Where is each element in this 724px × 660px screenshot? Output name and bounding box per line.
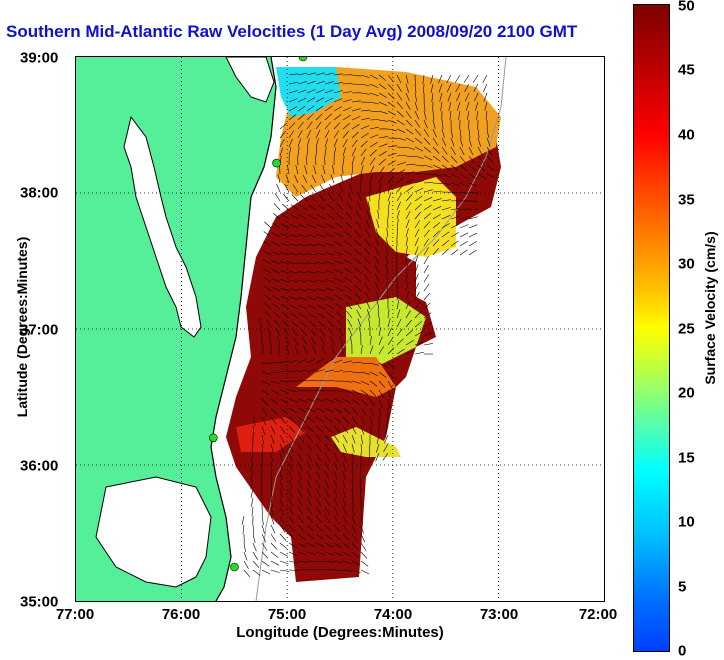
x-tick-label: 77:00 [56, 606, 94, 623]
velocity-vector [424, 343, 433, 345]
velocity-vector [253, 543, 256, 551]
colorbar-tick-label: 25 [678, 321, 695, 338]
velocity-vector [271, 525, 275, 533]
y-tick-label: 35:00 [20, 594, 58, 611]
colorbar-tick-label: 20 [678, 385, 695, 402]
colorbar-tick-label: 40 [678, 127, 695, 144]
velocity-vector [451, 250, 458, 256]
colorbar-tick-label: 50 [678, 0, 695, 15]
velocity-vector [271, 570, 280, 573]
velocity-vector [271, 543, 277, 550]
velocity-vector [424, 274, 429, 282]
velocity-vector [283, 194, 289, 201]
velocity-vector [262, 561, 269, 566]
velocity-vector [244, 552, 247, 561]
velocity-vector [361, 561, 368, 566]
velocity-vector [415, 352, 424, 354]
map-title: Southern Mid-Atlantic Raw Velocities (1 … [6, 22, 577, 42]
velocity-vector [424, 284, 429, 291]
x-tick-label: 73:00 [480, 606, 518, 623]
velocity-vector [460, 233, 468, 237]
velocity-vector [253, 534, 255, 543]
velocity-vector [473, 75, 478, 83]
velocity-vector [280, 534, 286, 541]
x-tick-label: 76:00 [162, 606, 200, 623]
colorbar-tick-label: 0 [678, 643, 686, 660]
x-tick-label: 74:00 [374, 606, 412, 623]
velocity-vector [464, 75, 469, 83]
velocity-vector [483, 75, 487, 83]
title-clip: Southern Mid-Atlantic Raw Velocities (1 … [0, 0, 634, 50]
velocity-vector [244, 570, 250, 577]
velocity-vector [469, 241, 477, 246]
velocity-vector [280, 552, 288, 556]
velocity-vector [262, 552, 268, 559]
velocity-vector [271, 552, 278, 558]
colorbar-tick-label: 45 [678, 62, 695, 79]
hf-radar-station-marker [299, 57, 307, 61]
velocity-vector [469, 225, 477, 228]
velocity-vector [253, 525, 254, 534]
velocity-vector [276, 184, 280, 192]
velocity-vector [280, 543, 287, 549]
velocity-vector [424, 293, 430, 300]
velocity-vector [483, 84, 487, 92]
velocity-vector [424, 265, 429, 273]
colorbar-label: Surface Velocity (cm/s) [702, 178, 718, 438]
velocity-vector [271, 534, 276, 542]
velocity-vector [262, 525, 265, 534]
velocity-vector [275, 193, 280, 201]
velocity-vector [469, 250, 477, 255]
velocity-vector [271, 561, 279, 565]
hf-radar-station-marker [209, 434, 217, 442]
velocity-vector [244, 561, 249, 569]
velocity-vector [460, 241, 468, 246]
map-panel [75, 56, 605, 602]
velocity-vector [251, 489, 253, 498]
velocity-vector [455, 75, 460, 83]
colorbar-tick-label: 15 [678, 450, 695, 467]
hf-radar-station-marker [230, 563, 238, 571]
velocity-vector [264, 222, 271, 228]
velocity-vector [253, 552, 258, 560]
velocity-vector [361, 552, 367, 559]
velocity-vector [253, 561, 259, 568]
velocity-vector [251, 498, 253, 507]
velocity-vector [262, 516, 264, 525]
velocity-vector [262, 570, 270, 574]
velocity-vector [242, 516, 244, 525]
velocity-vector [424, 256, 429, 264]
colorbar-tick-label: 10 [678, 514, 695, 531]
velocity-vector [280, 570, 289, 571]
velocity-vector [253, 570, 260, 576]
hf-radar-station-marker [273, 159, 281, 167]
x-tick-label: 72:00 [579, 606, 617, 623]
map-canvas [76, 57, 604, 601]
colorbar-tick-label: 5 [678, 579, 686, 596]
velocity-vector [243, 525, 244, 534]
x-axis-label: Longitude (Degrees:Minutes) [236, 624, 444, 641]
y-axis-label: Latitude (Degrees:Minutes) [14, 207, 30, 447]
colorbar-tick-label: 35 [678, 192, 695, 209]
velocity-vector [262, 507, 263, 516]
y-tick-label: 39:00 [20, 50, 58, 67]
velocity-vector [361, 570, 369, 574]
velocity-vector [244, 543, 246, 552]
velocity-vector [282, 204, 289, 210]
velocity-vector [460, 225, 468, 228]
velocity-vector [274, 203, 280, 210]
y-tick-label: 36:00 [20, 458, 58, 475]
colorbar [633, 4, 670, 652]
x-tick-label: 75:00 [268, 606, 306, 623]
velocity-vector [361, 543, 366, 551]
velocity-vector [252, 507, 253, 516]
velocity-vector [469, 233, 477, 237]
y-tick-label: 38:00 [20, 185, 58, 202]
velocity-vector [460, 250, 467, 255]
colorbar-tick-label: 30 [678, 256, 695, 273]
